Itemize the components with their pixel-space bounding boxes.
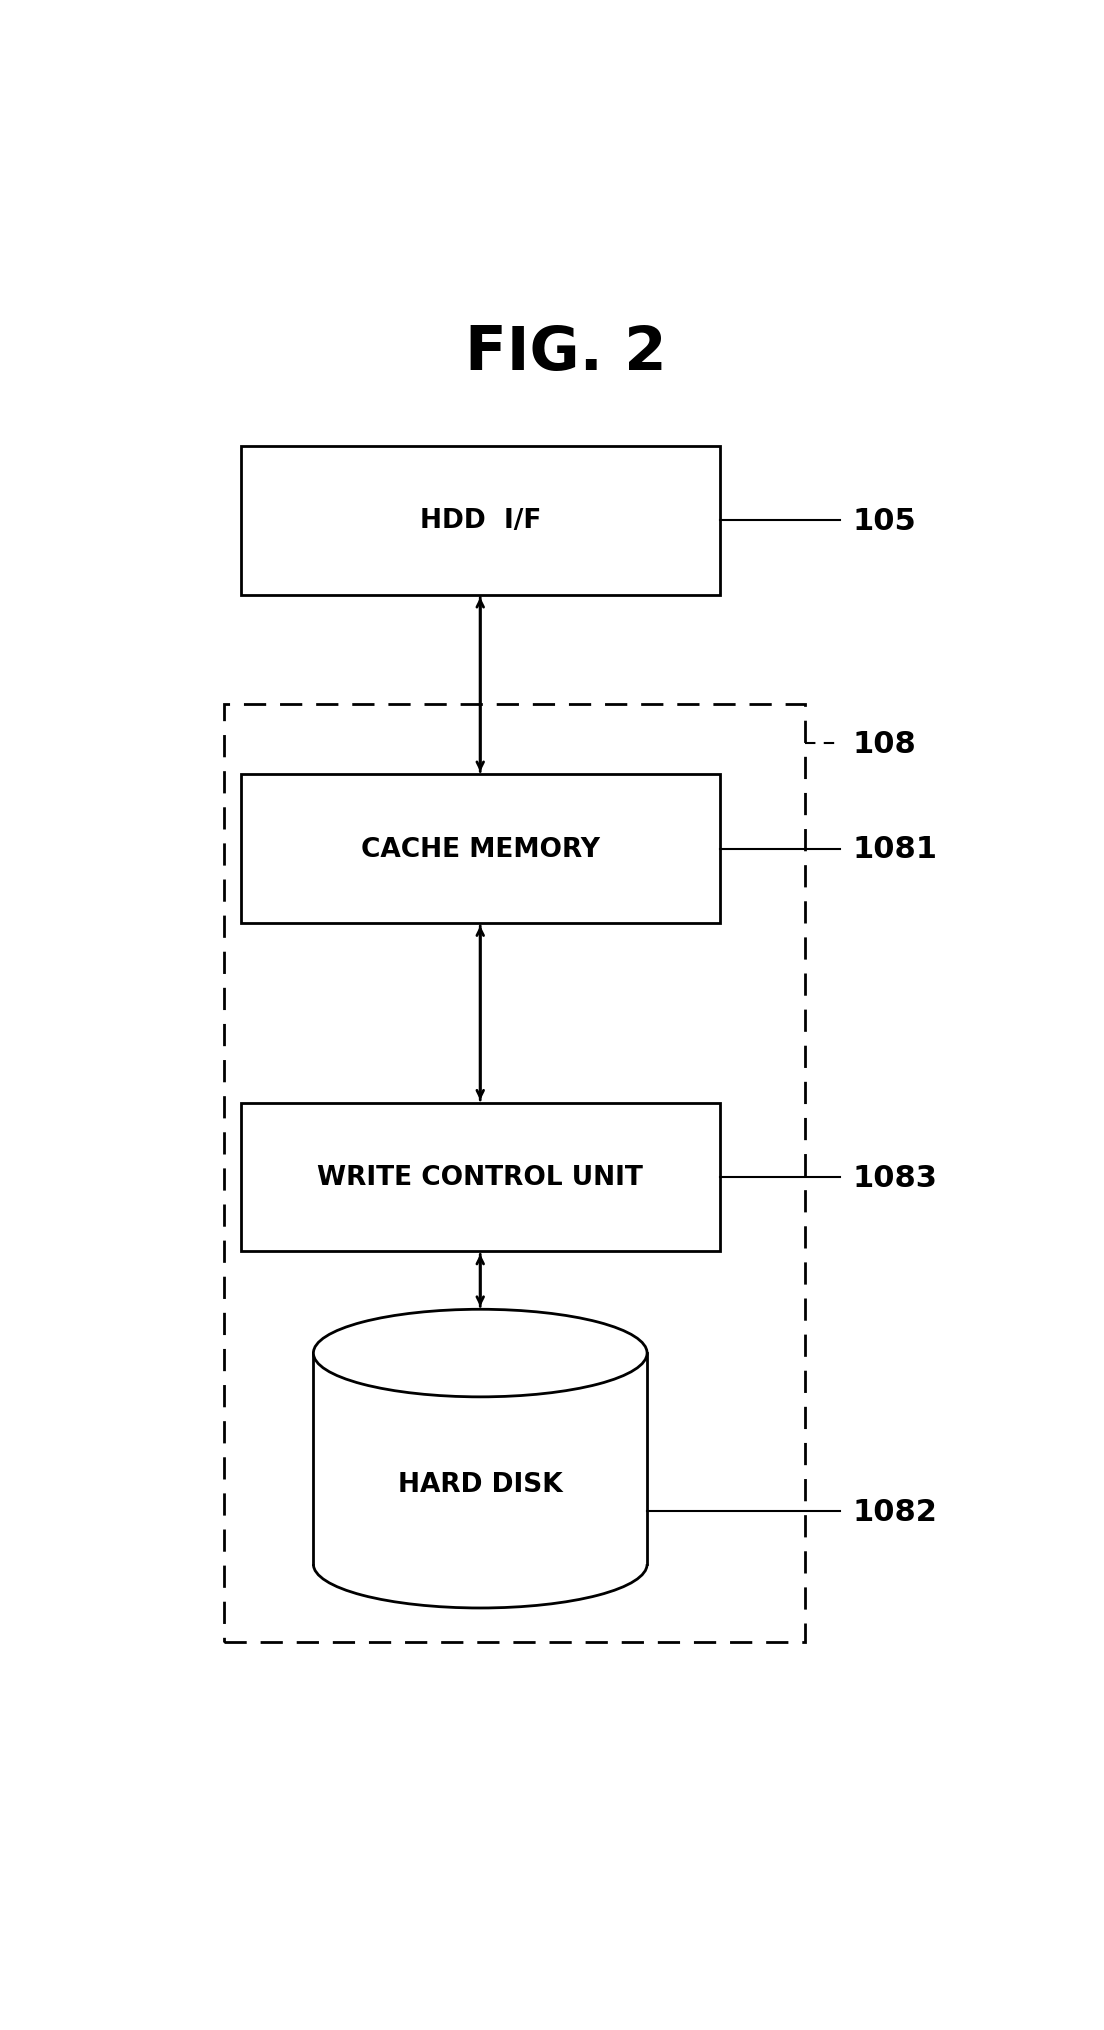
Text: FIG. 2: FIG. 2 bbox=[465, 323, 667, 382]
Text: 1083: 1083 bbox=[852, 1163, 937, 1192]
Bar bbox=[223, 704, 806, 1642]
Text: 108: 108 bbox=[852, 729, 916, 759]
Text: HDD  I/F: HDD I/F bbox=[420, 508, 541, 534]
Text: WRITE CONTROL UNIT: WRITE CONTROL UNIT bbox=[317, 1165, 644, 1190]
Text: HARD DISK: HARD DISK bbox=[397, 1472, 563, 1498]
Bar bbox=[241, 447, 720, 595]
Bar bbox=[241, 1104, 720, 1253]
Text: CACHE MEMORY: CACHE MEMORY bbox=[361, 836, 599, 863]
Text: 1082: 1082 bbox=[852, 1498, 937, 1527]
Ellipse shape bbox=[314, 1309, 647, 1397]
Bar bbox=[314, 1354, 647, 1565]
Bar bbox=[241, 775, 720, 924]
Text: 105: 105 bbox=[852, 508, 916, 536]
Text: 1081: 1081 bbox=[852, 834, 937, 865]
